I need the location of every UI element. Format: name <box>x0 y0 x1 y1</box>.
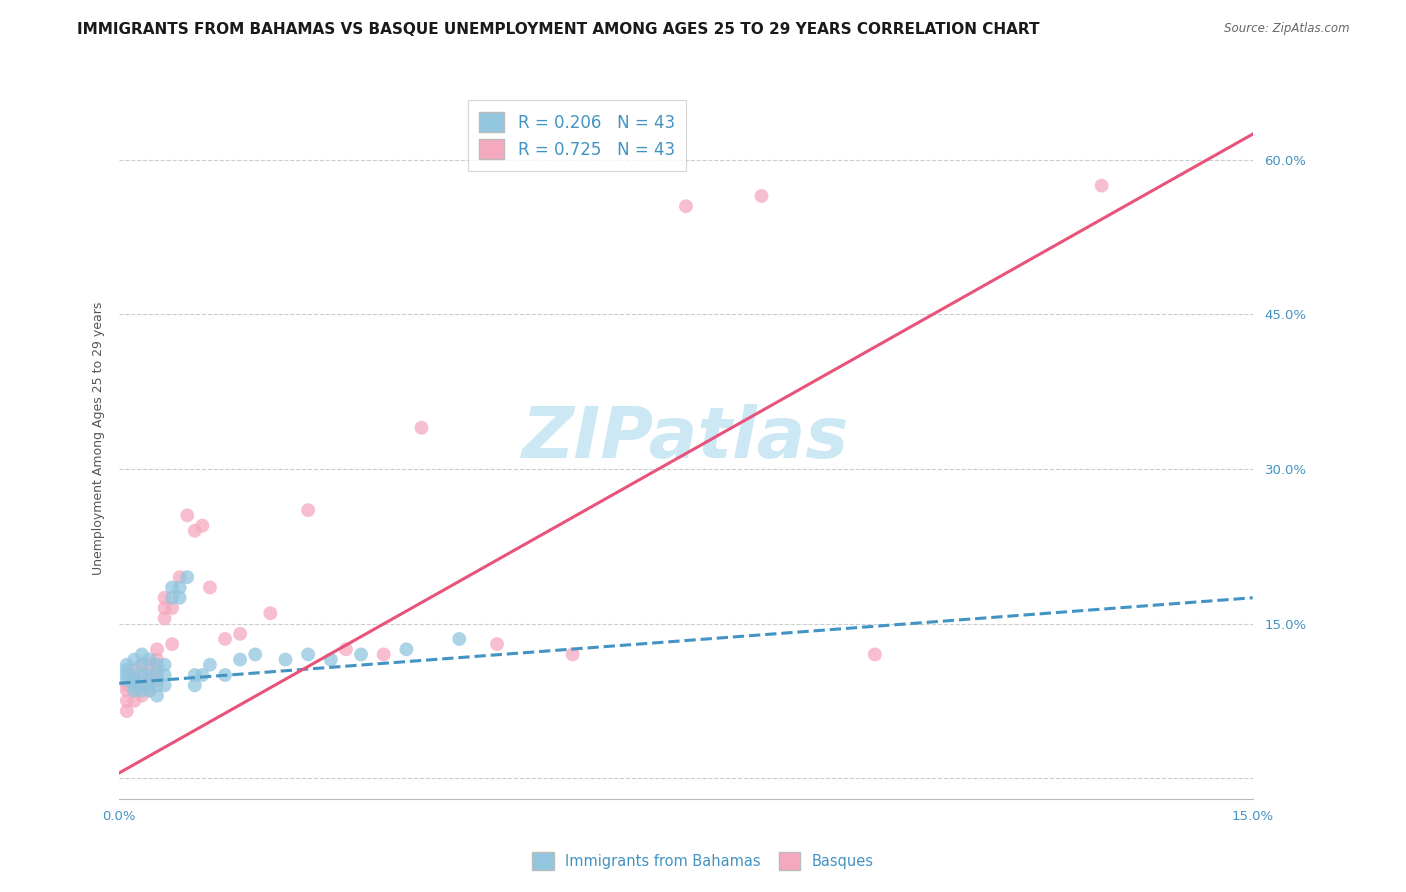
Point <box>138 652 160 666</box>
Point <box>131 668 153 682</box>
Point <box>274 652 297 666</box>
Point <box>184 524 207 538</box>
Point <box>131 689 153 703</box>
Text: Source: ZipAtlas.com: Source: ZipAtlas.com <box>1225 22 1350 36</box>
Point <box>160 591 183 605</box>
Point <box>214 668 236 682</box>
Point <box>319 652 342 666</box>
Point <box>176 508 198 523</box>
Point <box>675 199 697 213</box>
Point <box>124 678 146 692</box>
Point <box>115 678 138 692</box>
Point <box>115 663 138 677</box>
Point <box>160 601 183 615</box>
Point <box>146 668 169 682</box>
Point <box>146 678 169 692</box>
Point <box>131 648 153 662</box>
Point <box>115 657 138 672</box>
Point <box>138 668 160 682</box>
Point <box>124 673 146 688</box>
Point <box>153 678 176 692</box>
Point <box>115 683 138 698</box>
Point <box>115 694 138 708</box>
Point <box>153 611 176 625</box>
Point <box>335 642 357 657</box>
Point <box>138 683 160 698</box>
Point <box>153 657 176 672</box>
Point <box>486 637 509 651</box>
Point <box>198 581 221 595</box>
Point <box>169 570 191 584</box>
Point <box>146 663 169 677</box>
Point <box>297 648 319 662</box>
Point <box>176 570 198 584</box>
Point <box>863 648 886 662</box>
Legend: R = 0.206   N = 43, R = 0.725   N = 43: R = 0.206 N = 43, R = 0.725 N = 43 <box>468 100 686 171</box>
Text: ZIPatlas: ZIPatlas <box>522 403 849 473</box>
Point <box>115 668 138 682</box>
Point <box>184 668 207 682</box>
Point <box>131 678 153 692</box>
Point <box>214 632 236 646</box>
Legend: Immigrants from Bahamas, Basques: Immigrants from Bahamas, Basques <box>526 847 880 876</box>
Point <box>138 657 160 672</box>
Point <box>124 652 146 666</box>
Point <box>449 632 471 646</box>
Point <box>146 673 169 688</box>
Point <box>160 581 183 595</box>
Point <box>169 591 191 605</box>
Point <box>146 657 169 672</box>
Point <box>191 668 214 682</box>
Point <box>1090 178 1112 193</box>
Point <box>373 648 395 662</box>
Y-axis label: Unemployment Among Ages 25 to 29 years: Unemployment Among Ages 25 to 29 years <box>93 301 105 574</box>
Point <box>131 657 153 672</box>
Point <box>124 694 146 708</box>
Point <box>395 642 418 657</box>
Point <box>191 518 214 533</box>
Point <box>124 683 146 698</box>
Point <box>229 652 252 666</box>
Point <box>124 668 146 682</box>
Point <box>245 648 267 662</box>
Point <box>561 648 583 662</box>
Point <box>350 648 373 662</box>
Point <box>146 652 169 666</box>
Point <box>153 591 176 605</box>
Point <box>198 657 221 672</box>
Point <box>115 673 138 688</box>
Point <box>138 668 160 682</box>
Point <box>138 673 160 688</box>
Point <box>146 642 169 657</box>
Point <box>169 581 191 595</box>
Point <box>131 668 153 682</box>
Point <box>297 503 319 517</box>
Point <box>229 627 252 641</box>
Point <box>751 189 773 203</box>
Point <box>124 683 146 698</box>
Point <box>259 606 281 620</box>
Point <box>153 668 176 682</box>
Point <box>131 683 153 698</box>
Point <box>411 421 433 435</box>
Point <box>184 678 207 692</box>
Point <box>138 678 160 692</box>
Point <box>153 601 176 615</box>
Point <box>131 678 153 692</box>
Point <box>146 689 169 703</box>
Point <box>138 683 160 698</box>
Point <box>131 657 153 672</box>
Point <box>160 637 183 651</box>
Point <box>124 663 146 677</box>
Point <box>115 704 138 718</box>
Text: IMMIGRANTS FROM BAHAMAS VS BASQUE UNEMPLOYMENT AMONG AGES 25 TO 29 YEARS CORRELA: IMMIGRANTS FROM BAHAMAS VS BASQUE UNEMPL… <box>77 22 1040 37</box>
Point <box>124 673 146 688</box>
